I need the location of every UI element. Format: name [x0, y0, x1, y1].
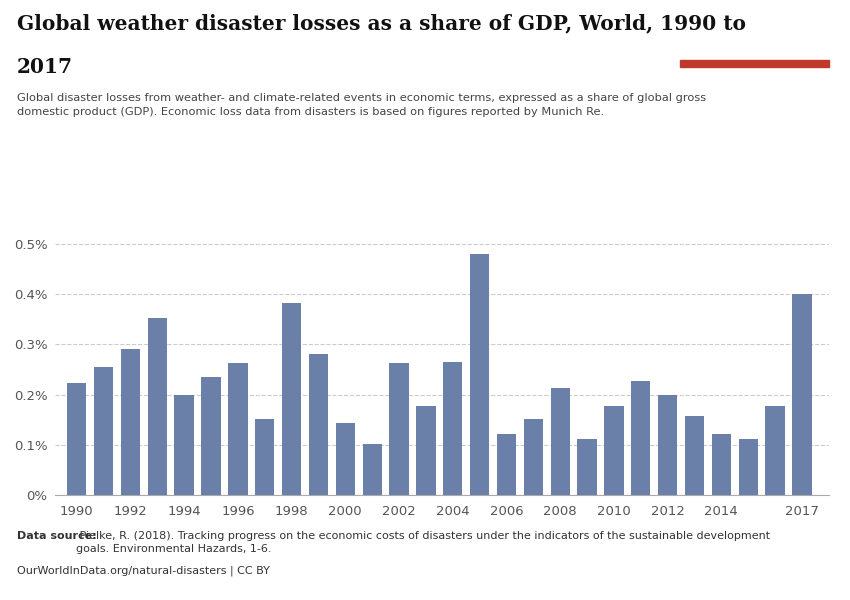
Text: 2017: 2017 [17, 57, 73, 77]
Bar [443, 362, 462, 495]
Bar [792, 294, 812, 495]
Bar [685, 416, 704, 495]
Bar [94, 367, 113, 495]
Bar [631, 380, 650, 495]
Bar [174, 395, 194, 495]
Bar [416, 406, 435, 495]
Bar [336, 423, 355, 495]
Text: Our World: Our World [721, 17, 788, 29]
Text: Global weather disaster losses as a share of GDP, World, 1990 to: Global weather disaster losses as a shar… [17, 13, 746, 33]
Bar [680, 59, 829, 67]
Bar [604, 406, 624, 495]
Text: Pielke, R. (2018). Tracking progress on the economic costs of disasters under th: Pielke, R. (2018). Tracking progress on … [76, 531, 770, 554]
Bar [577, 439, 597, 495]
Bar [765, 406, 785, 495]
Bar [711, 434, 731, 495]
Bar [739, 439, 758, 495]
Bar [228, 363, 247, 495]
Text: in Data: in Data [730, 38, 779, 52]
Bar [551, 388, 570, 495]
Text: Global disaster losses from weather- and climate-related events in economic term: Global disaster losses from weather- and… [17, 93, 706, 117]
Bar [309, 355, 328, 495]
Bar [470, 254, 490, 495]
Bar [201, 377, 221, 495]
Bar [658, 395, 677, 495]
Text: Data source:: Data source: [17, 531, 97, 541]
Bar [389, 363, 409, 495]
Bar [282, 304, 301, 495]
Bar [121, 349, 140, 495]
Bar [496, 434, 516, 495]
Bar [67, 383, 87, 495]
Text: OurWorldInData.org/natural-disasters | CC BY: OurWorldInData.org/natural-disasters | C… [17, 566, 269, 576]
Bar [255, 419, 275, 495]
Bar [148, 319, 167, 495]
Bar [524, 419, 543, 495]
Bar [362, 445, 382, 495]
